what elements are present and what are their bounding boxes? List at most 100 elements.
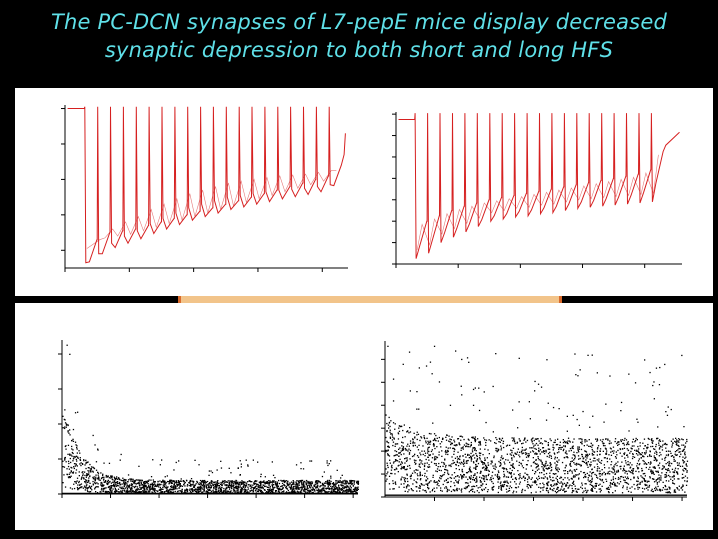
scatter-point bbox=[447, 453, 449, 456]
scatter-point bbox=[668, 460, 670, 463]
scatter-point bbox=[174, 487, 176, 489]
scatter-point bbox=[113, 476, 115, 478]
scatter-point bbox=[498, 460, 500, 463]
scatter-point bbox=[116, 478, 119, 480]
scatter-point bbox=[340, 484, 342, 486]
scatter-point bbox=[556, 469, 559, 471]
scatter-point bbox=[394, 428, 396, 430]
scatter-point bbox=[169, 488, 171, 491]
scatter-point bbox=[269, 480, 271, 482]
scatter-point bbox=[491, 460, 493, 462]
scatter-point bbox=[72, 440, 75, 442]
scatter-point bbox=[458, 468, 460, 471]
scatter-point bbox=[601, 459, 603, 462]
scatter-point bbox=[68, 432, 70, 434]
scatter-point bbox=[528, 454, 530, 456]
scatter-point bbox=[114, 487, 116, 490]
scatter-point bbox=[474, 447, 476, 450]
scatter-point bbox=[584, 450, 586, 452]
scatter-point bbox=[173, 481, 175, 483]
scatter-point bbox=[193, 485, 195, 487]
scatter-point bbox=[333, 485, 335, 487]
scatter-point bbox=[605, 448, 607, 450]
scatter-point bbox=[521, 465, 523, 467]
scatter-point bbox=[89, 487, 92, 489]
scatter-point bbox=[617, 476, 620, 479]
scatter-point bbox=[73, 466, 75, 468]
scatter-point bbox=[503, 446, 505, 449]
scatter-point bbox=[395, 450, 398, 453]
scatter-point bbox=[189, 479, 191, 482]
scatter-point bbox=[208, 488, 211, 490]
scatter-point bbox=[666, 414, 669, 416]
scatter-point bbox=[453, 489, 455, 491]
scatter-point bbox=[316, 482, 318, 484]
scatter-point bbox=[403, 424, 405, 426]
scatter-point bbox=[200, 487, 203, 489]
scatter-point bbox=[534, 390, 536, 392]
scatter-point bbox=[164, 482, 166, 484]
scatter-point bbox=[601, 474, 603, 476]
scatter-point bbox=[129, 478, 131, 480]
scatter-point bbox=[272, 490, 274, 492]
scatter-point bbox=[325, 481, 327, 483]
scatter-point bbox=[146, 488, 148, 490]
scatter-point bbox=[671, 446, 673, 448]
scatter-point bbox=[394, 473, 396, 475]
scatter-point bbox=[645, 463, 647, 465]
scatter-point bbox=[671, 462, 673, 465]
scatter-point bbox=[62, 415, 64, 417]
scatter-point bbox=[607, 473, 609, 475]
scatter-point bbox=[357, 481, 359, 483]
scatter-point bbox=[419, 486, 421, 488]
scatter-point bbox=[568, 450, 570, 452]
scatter-point bbox=[588, 480, 590, 483]
scatter-point bbox=[665, 463, 667, 465]
scatter-point bbox=[175, 486, 177, 488]
scatter-point bbox=[123, 483, 125, 486]
scatter-point bbox=[503, 467, 506, 470]
scatter-point bbox=[675, 471, 678, 473]
scatter-point bbox=[561, 461, 564, 464]
scatter-point bbox=[71, 467, 73, 469]
scatter-point bbox=[300, 488, 302, 490]
scatter-point bbox=[268, 482, 270, 484]
scatter-point bbox=[555, 464, 557, 466]
scatter-point bbox=[128, 490, 130, 493]
scatter-point bbox=[259, 490, 262, 492]
scatter-point bbox=[258, 489, 260, 491]
scatter-point bbox=[587, 354, 589, 356]
scatter-point bbox=[636, 439, 638, 441]
scatter-point bbox=[103, 462, 105, 464]
scatter-point bbox=[682, 485, 684, 487]
scatter-point bbox=[210, 481, 212, 483]
scatter-point bbox=[638, 464, 640, 466]
scatter-point bbox=[491, 475, 493, 477]
scatter-point bbox=[645, 466, 647, 469]
scatter-point bbox=[240, 483, 243, 485]
scatter-point bbox=[424, 437, 426, 440]
scatter-point bbox=[105, 481, 107, 483]
scatter-point bbox=[240, 491, 242, 493]
scatter-point bbox=[571, 470, 573, 472]
scatter-point bbox=[244, 489, 246, 491]
scatter-point bbox=[421, 450, 423, 452]
scatter-point bbox=[543, 477, 545, 480]
scatter-point bbox=[450, 439, 452, 441]
scatter-point bbox=[173, 488, 175, 490]
scatter-point bbox=[685, 468, 687, 470]
scatter-point bbox=[100, 472, 102, 474]
scatter-point bbox=[213, 484, 215, 486]
scatter-point bbox=[524, 477, 526, 479]
scatter-point bbox=[69, 476, 71, 479]
scatter-point bbox=[166, 488, 168, 490]
scatter-point bbox=[184, 490, 186, 492]
scatter-point bbox=[130, 478, 133, 480]
scatter-point bbox=[666, 443, 668, 446]
scatter-point bbox=[662, 440, 664, 442]
scatter-point bbox=[80, 464, 82, 467]
scatter-point bbox=[134, 491, 137, 493]
scatter-point bbox=[210, 486, 212, 489]
scatter-point bbox=[486, 467, 488, 469]
scatter-point bbox=[390, 433, 392, 435]
